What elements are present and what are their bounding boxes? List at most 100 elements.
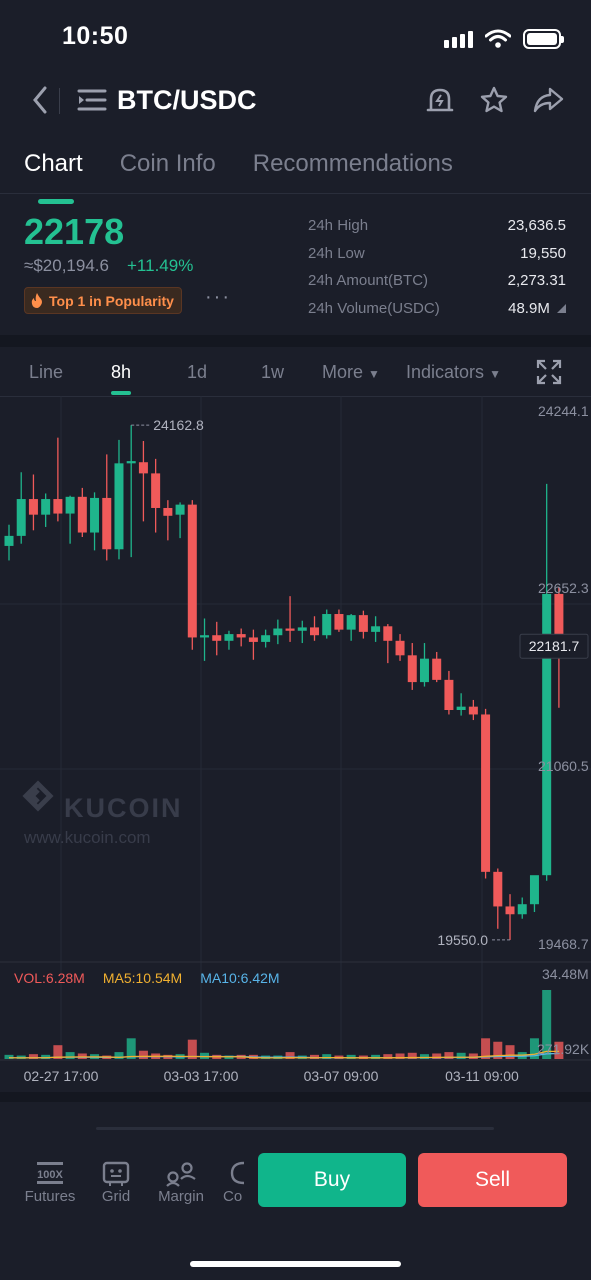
kucoin-watermark: KUCOIN www.kucoin.com [22, 780, 181, 847]
candle-body [151, 473, 161, 508]
volume-bar [322, 1054, 332, 1059]
x-tick-label: 03-03 17:00 [164, 1068, 239, 1084]
candle-body [554, 593, 564, 647]
candle-body [542, 593, 552, 876]
sell-button[interactable]: Sell [418, 1153, 567, 1207]
last-price-label: 22181.7 [529, 638, 580, 654]
candle-body [248, 637, 258, 642]
volume-bar [468, 1053, 478, 1059]
buy-button[interactable]: Buy [258, 1153, 406, 1207]
price-change: +11.49% [127, 256, 194, 275]
candlestick-chart[interactable]: KUCOIN www.kucoin.com 24162.8 19550.0 2218… [0, 396, 591, 1092]
candle-body [310, 627, 319, 636]
legend-vol: VOL:6.28M [14, 970, 85, 986]
volume-bar [28, 1054, 38, 1059]
volume-bar [4, 1054, 14, 1059]
candle-body [481, 714, 491, 872]
back-button[interactable] [20, 80, 60, 120]
interval-line[interactable]: Line [29, 362, 64, 382]
fullscreen-button[interactable] [535, 358, 563, 391]
interval-1d[interactable]: 1d [187, 362, 208, 382]
max-price-label: 24162.8 [153, 417, 204, 433]
candle-body [297, 627, 307, 631]
volume-bar [310, 1054, 319, 1059]
volume-legend: VOL:6.28M MA5:10.54M MA10:6.42M [14, 970, 280, 986]
caret-down-icon: ▼ [489, 367, 501, 381]
share-button[interactable] [528, 80, 568, 120]
margin-icon [153, 1158, 209, 1188]
x-tick-label: 03-11 09:00 [445, 1068, 519, 1084]
grid-bot-icon [88, 1158, 144, 1188]
volume-bars [4, 990, 564, 1059]
candle-body [138, 462, 148, 474]
price-alert-button[interactable] [420, 80, 460, 120]
grid-button[interactable]: Grid [88, 1158, 144, 1205]
candle-body [16, 499, 26, 536]
futures-button[interactable]: 100X Futures [22, 1158, 78, 1205]
interval-1w[interactable]: 1w [261, 362, 285, 382]
volume-tick-label: 34.48M [542, 966, 589, 982]
price-tick-label: 21060.5 [538, 758, 589, 774]
min-price-label: 19550.0 [437, 932, 488, 948]
candle-body [4, 535, 14, 546]
volume-bar [53, 1045, 63, 1059]
pair-list-button[interactable] [72, 80, 112, 120]
stat-value: 2,273.31 [507, 272, 566, 290]
popularity-badge[interactable]: Top 1 in Popularity [24, 287, 182, 314]
panel-scroll-indicator [96, 1127, 494, 1130]
candle-body [187, 504, 197, 638]
volume-value: 48.9M [508, 299, 550, 317]
price-tick-label: 22652.3 [538, 580, 589, 596]
volume-bar [419, 1054, 429, 1059]
copy-icon [212, 1158, 252, 1188]
candle-body [468, 706, 478, 715]
legend-ma5: MA5:10.54M [102, 970, 183, 986]
kucoin-logo-icon [22, 780, 54, 812]
caret-down-icon: ▼ [368, 367, 380, 381]
fullscreen-icon [536, 359, 562, 385]
ma5-line [8, 1050, 559, 1059]
tab-chart[interactable]: Chart [24, 150, 83, 204]
indicators-dropdown[interactable]: Indicators ▼ [406, 362, 501, 383]
volume-bar [126, 1038, 136, 1059]
stat-row[interactable]: 24h Volume(USDC) 48.9M [308, 295, 566, 323]
volume-bar [444, 1052, 454, 1059]
favorite-button[interactable] [474, 80, 514, 120]
interval-8h[interactable]: 8h [111, 362, 132, 395]
stat-row: 24h Low 19,550 [308, 240, 566, 268]
candle-body [456, 706, 466, 711]
volume-bar [346, 1054, 356, 1059]
candle-body [114, 463, 124, 550]
section-separator [0, 335, 591, 347]
cellular-signal-icon [444, 30, 473, 48]
x-tick-label: 03-07 09:00 [304, 1068, 379, 1084]
stat-label: 24h Low [308, 244, 365, 262]
more-options-button[interactable]: ··· [205, 286, 231, 308]
nav-divider [59, 88, 60, 114]
candle-body [285, 628, 295, 631]
corner-triangle-icon [557, 303, 566, 313]
copy-trading-button[interactable]: Co [212, 1158, 252, 1205]
candle-body [432, 658, 442, 680]
margin-button[interactable]: Margin [153, 1158, 209, 1205]
candle-body [444, 679, 454, 711]
watermark-url: www.kucoin.com [23, 828, 151, 847]
candle-body [383, 626, 393, 641]
tab-coin-info[interactable]: Coin Info [119, 150, 216, 177]
volume-bar [493, 1041, 503, 1059]
interval-more-label: More [322, 362, 364, 382]
volume-bar [529, 1038, 539, 1059]
candle-body [419, 658, 429, 683]
share-arrow-icon [533, 87, 564, 113]
copy-label: Co [223, 1188, 243, 1205]
x-tick-label: 02-27 17:00 [24, 1068, 99, 1084]
volume-bar [407, 1052, 417, 1059]
pair-title[interactable]: BTC/USDC [117, 85, 257, 115]
interval-more-dropdown[interactable]: More ▼ [322, 362, 380, 383]
popularity-badge-label: Top 1 in Popularity [49, 292, 174, 309]
candle-body [517, 904, 527, 915]
volume-tick-label: 271.92K [537, 1041, 590, 1057]
last-price: 22178 [24, 211, 125, 252]
interval-bar: Line 8h 1d 1w More ▼ Indicators ▼ [0, 358, 591, 396]
tab-recommendations[interactable]: Recommendations [252, 150, 453, 177]
